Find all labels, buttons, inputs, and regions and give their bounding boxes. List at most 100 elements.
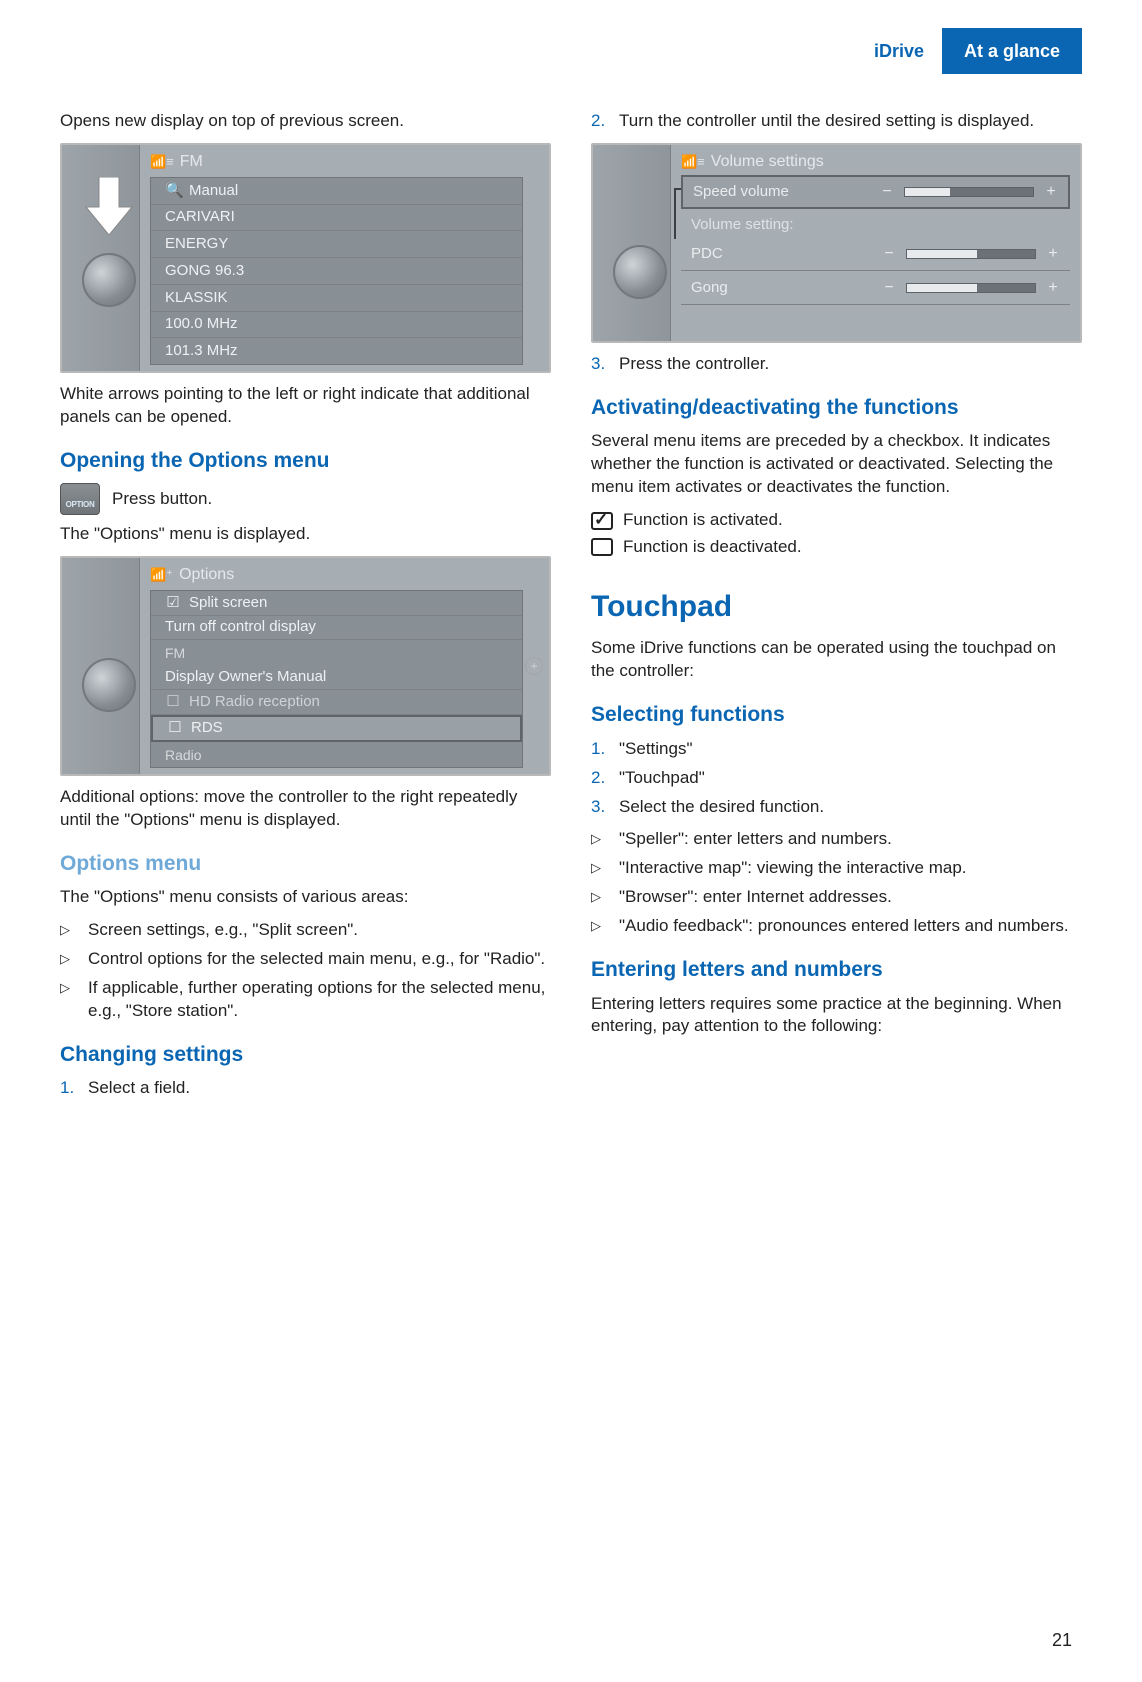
changing-steps-list-cont: 2.Turn the controller until the desired … — [591, 110, 1082, 133]
minus-icon: − — [882, 243, 896, 265]
heading-options-menu: Options menu — [60, 850, 551, 878]
triangle-bullet-icon — [591, 828, 619, 851]
signal-icon: 📶≡ — [681, 153, 705, 171]
checkbox-checked-icon — [591, 512, 613, 530]
checkbox-activated-row: Function is activated. — [591, 509, 1082, 532]
search-icon: 🔍 — [165, 181, 181, 201]
screenshot-list: 🔍Manual CARIVARI ENERGY GONG 96.3 KLASSI… — [150, 177, 523, 365]
volume-fill — [907, 250, 977, 258]
screenshot-volume: 📶≡ Volume settings Speed volume − + Volu… — [591, 143, 1082, 343]
triangle-bullet-icon — [60, 948, 88, 971]
volume-row-highlighted: Speed volume − + — [681, 175, 1070, 209]
checkbox-icon: ☐ — [165, 692, 181, 712]
step-number: 1. — [60, 1077, 88, 1100]
volume-fill — [907, 284, 977, 292]
para: Opens new display on top of previous scr… — [60, 110, 551, 133]
checkbox-label: Function is activated. — [623, 509, 783, 532]
list-item: 2.Turn the controller until the desired … — [591, 110, 1082, 133]
heading-changing-settings: Changing settings — [60, 1041, 551, 1069]
left-column: Opens new display on top of previous scr… — [60, 110, 551, 1110]
screenshot-side-panel — [593, 145, 671, 341]
volume-label: Gong — [691, 278, 728, 298]
heading-selecting-functions: Selecting functions — [591, 701, 1082, 729]
list-item: GONG 96.3 — [151, 258, 522, 285]
minus-icon: − — [882, 277, 896, 299]
list-section: Radio — [151, 742, 522, 767]
list-item: CARIVARI — [151, 205, 522, 232]
list-item-highlighted: ☐RDS — [151, 715, 522, 743]
para: Additional options: move the controller … — [60, 786, 551, 832]
list-item: ☑Split screen — [151, 591, 522, 616]
minus-icon: − — [880, 181, 894, 203]
step-number: 3. — [591, 796, 619, 819]
heading-opening-options: Opening the Options menu — [60, 447, 551, 475]
volume-subhead: Volume setting: — [681, 209, 1070, 237]
volume-bar-wrap: − + — [880, 181, 1058, 203]
selecting-sub-list: "Speller": enter letters and numbers. "I… — [591, 828, 1082, 938]
page-number: 21 — [1052, 1628, 1072, 1652]
screenshot-title: 📶⁺ Options — [150, 564, 234, 586]
breadcrumb-section: iDrive — [856, 28, 942, 74]
options-areas-list: Screen settings, e.g., "Split screen". C… — [60, 919, 551, 1023]
checkbox-unchecked-icon — [591, 538, 613, 556]
volume-row: Gong − + — [681, 271, 1070, 305]
volume-bar — [906, 283, 1036, 293]
checkbox-deactivated-row: Function is deactivated. — [591, 536, 1082, 559]
list-item: ENERGY — [151, 231, 522, 258]
screenshot-title-text: FM — [180, 151, 203, 173]
volume-row: PDC − + — [681, 237, 1070, 271]
list-item: 🔍Manual — [151, 178, 522, 205]
option-button-icon: OPTION — [60, 483, 100, 515]
triangle-bullet-icon — [60, 919, 88, 942]
plus-icon: + — [525, 657, 543, 675]
para: White arrows pointing to the left or rig… — [60, 383, 551, 429]
step-number: 1. — [591, 738, 619, 761]
heading-touchpad: Touchpad — [591, 587, 1082, 628]
controller-knob-icon — [613, 245, 667, 299]
heading-activating: Activating/deactivating the functions — [591, 394, 1082, 422]
list-item: ☐HD Radio reception — [151, 690, 522, 715]
screenshot-title: 📶≡ FM — [150, 151, 203, 173]
page: iDrive At a glance Opens new display on … — [0, 28, 1142, 1682]
volume-fill — [905, 188, 950, 196]
right-column: 2.Turn the controller until the desired … — [591, 110, 1082, 1110]
list-item: Turn off control display — [151, 616, 522, 641]
step-number: 3. — [591, 353, 619, 376]
press-button-text: Press button. — [112, 488, 212, 511]
list-item: 1."Settings" — [591, 738, 1082, 761]
list-item: 3.Select the desired function. — [591, 796, 1082, 819]
list-item: 1.Select a field. — [60, 1077, 551, 1100]
volume-label: Speed volume — [693, 182, 789, 202]
list-item: Control options for the selected main me… — [60, 948, 551, 971]
triangle-bullet-icon — [60, 977, 88, 1023]
triangle-bullet-icon — [591, 915, 619, 938]
triangle-bullet-icon — [591, 857, 619, 880]
plus-icon: + — [1046, 277, 1060, 299]
signal-icon: 📶≡ — [150, 153, 174, 171]
checkbox-checked-icon: ☑ — [165, 593, 181, 613]
screenshot-title-text: Volume settings — [711, 151, 824, 173]
screenshot-fm: 📶≡ FM 🔍Manual CARIVARI ENERGY GONG 96.3 … — [60, 143, 551, 373]
down-arrow-icon — [84, 177, 134, 235]
volume-panel: Speed volume − + Volume setting: PDC − — [681, 175, 1070, 335]
signal-icon: 📶⁺ — [150, 566, 173, 584]
list-item: KLASSIK — [151, 285, 522, 312]
para: The "Options" menu consists of various a… — [60, 886, 551, 909]
breadcrumb-chapter: At a glance — [942, 28, 1082, 74]
changing-step3: 3.Press the controller. — [591, 353, 1082, 376]
list-item: 3.Press the controller. — [591, 353, 1082, 376]
para: The "Options" menu is displayed. — [60, 523, 551, 546]
selecting-steps-list: 1."Settings" 2."Touchpad" 3.Select the d… — [591, 738, 1082, 819]
screenshot-list: ☑Split screen Turn off control display F… — [150, 590, 523, 768]
volume-label: PDC — [691, 244, 723, 264]
volume-bar — [904, 187, 1034, 197]
controller-knob-icon — [82, 253, 136, 307]
para: Entering letters requires some practice … — [591, 993, 1082, 1039]
list-item: 2."Touchpad" — [591, 767, 1082, 790]
screenshot-title: 📶≡ Volume settings — [681, 151, 824, 173]
controller-knob-icon — [82, 658, 136, 712]
para: Some iDrive functions can be operated us… — [591, 637, 1082, 683]
checkbox-label: Function is deactivated. — [623, 536, 802, 559]
checkbox-icon: ☐ — [167, 718, 183, 738]
list-item: "Speller": enter letters and numbers. — [591, 828, 1082, 851]
